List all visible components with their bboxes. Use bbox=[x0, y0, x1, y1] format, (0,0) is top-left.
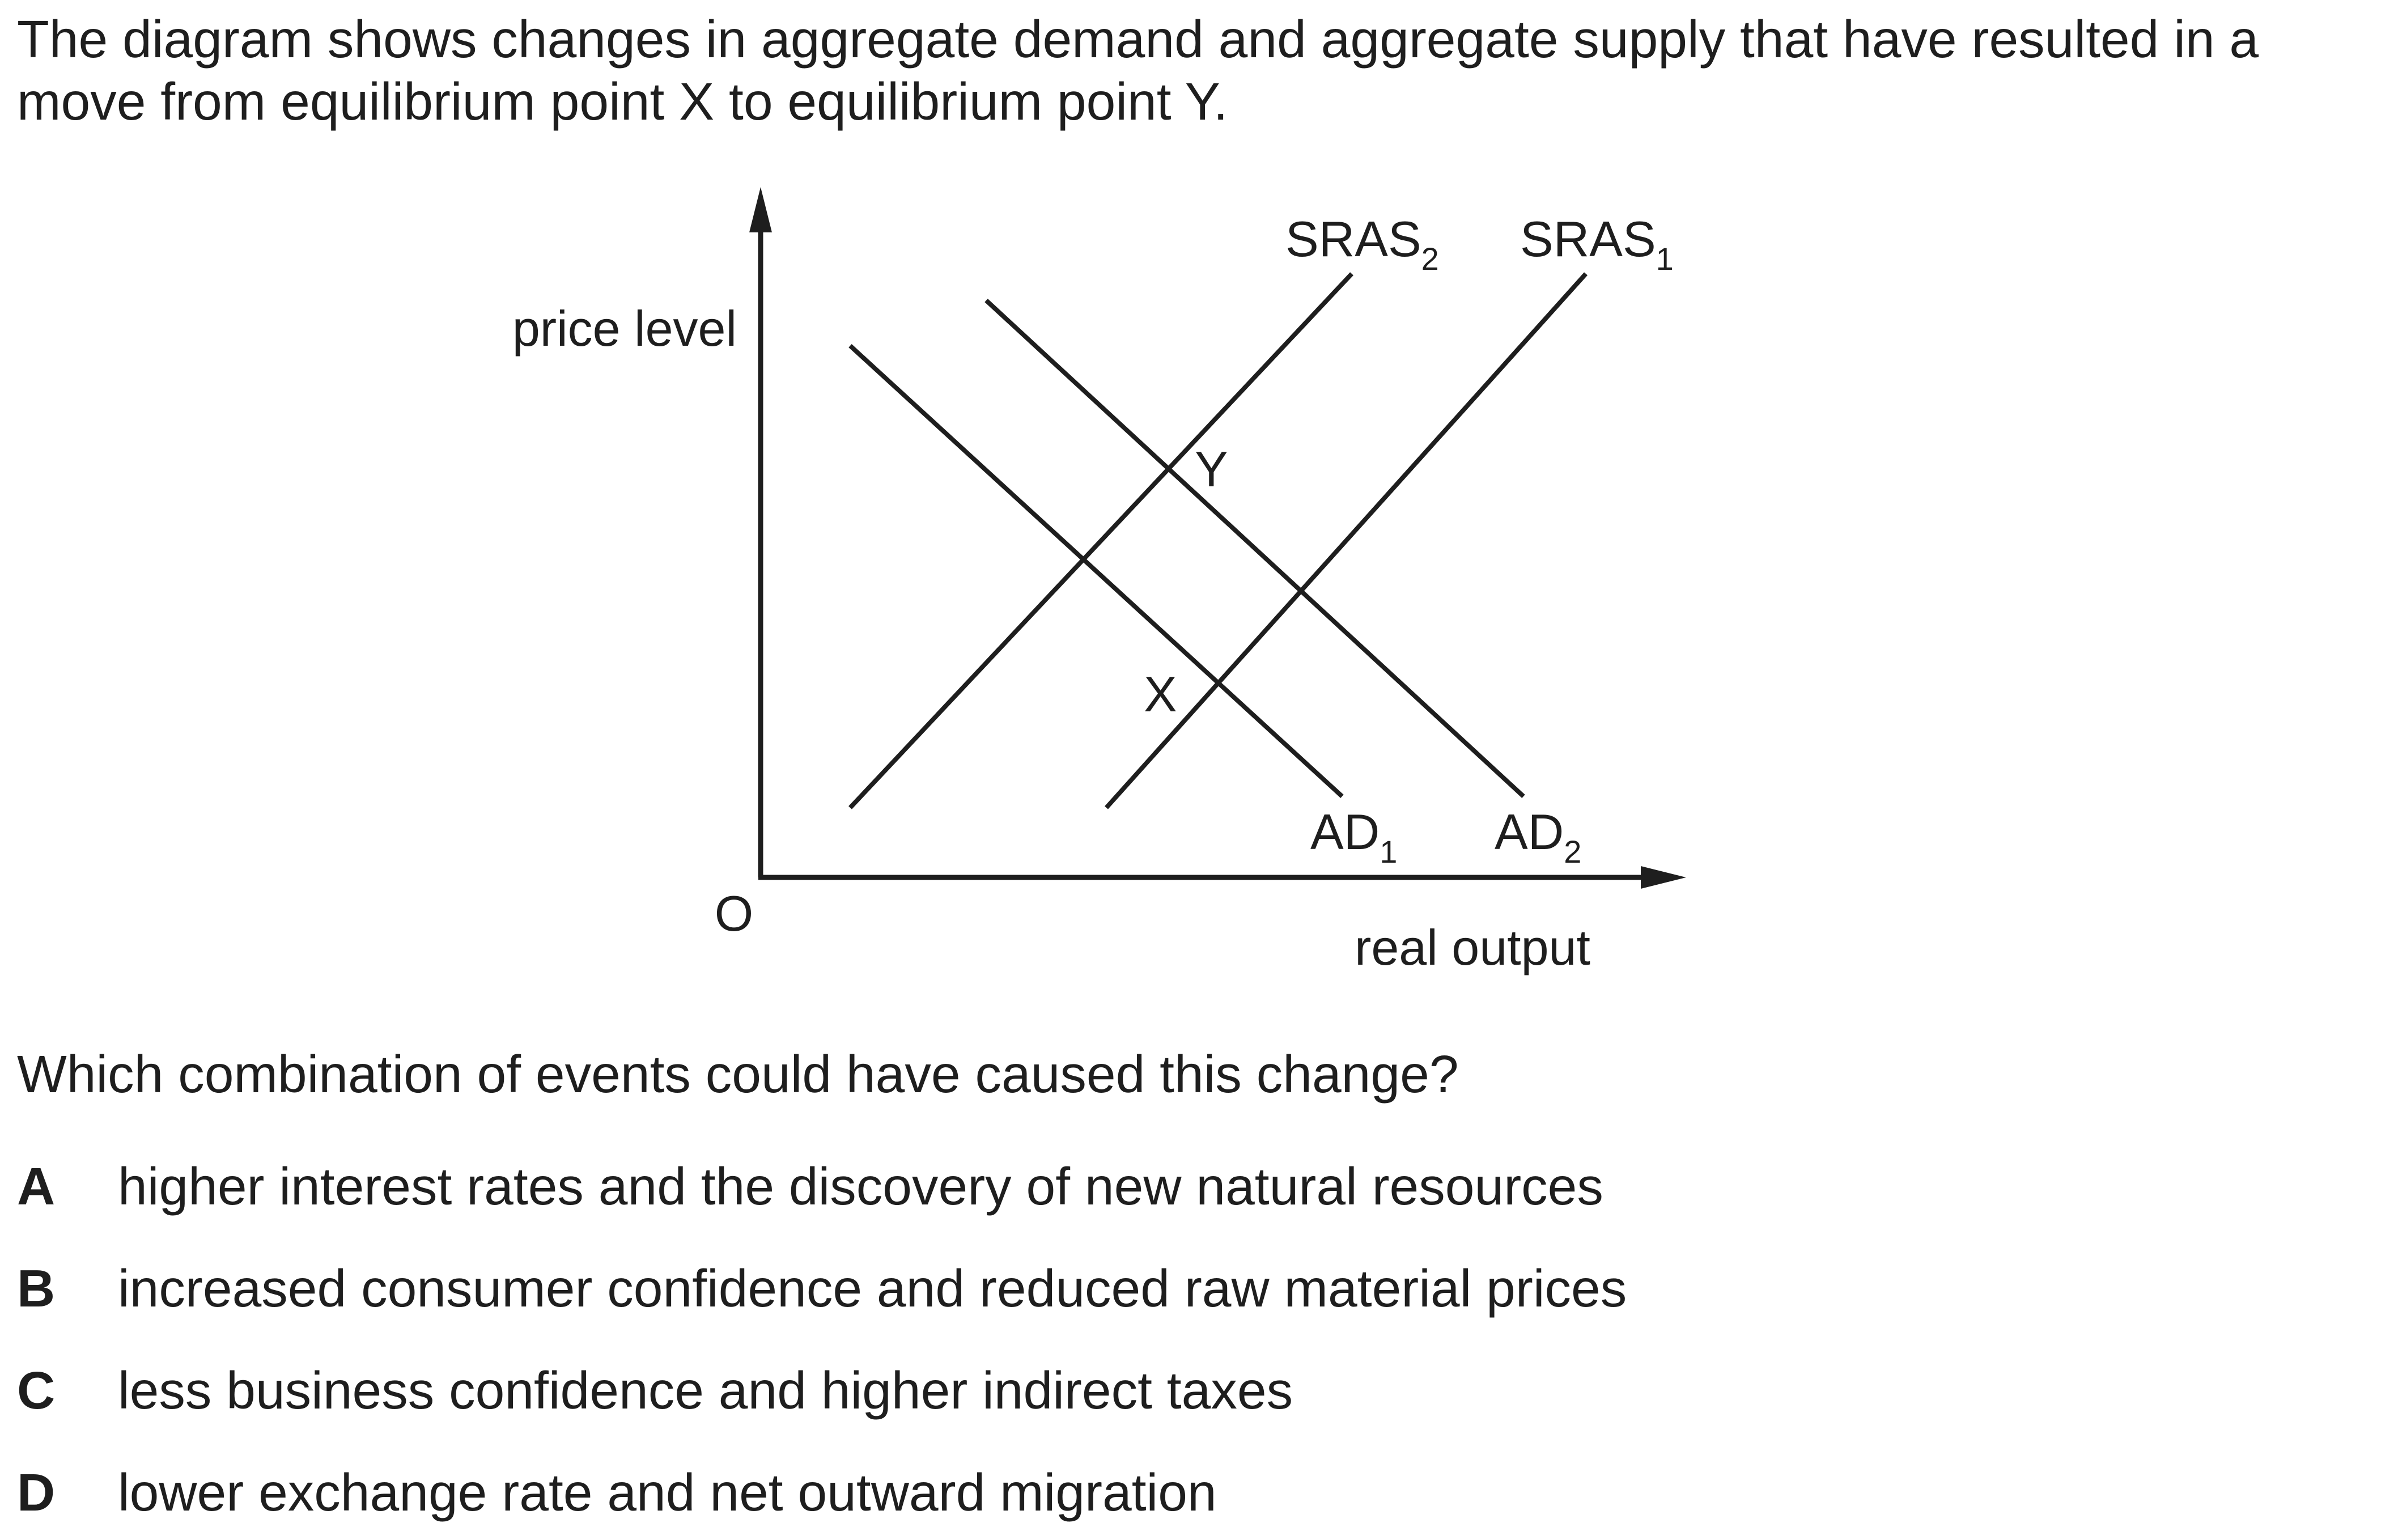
option-d-text: lower exchange rate and net outward migr… bbox=[118, 1463, 1217, 1522]
option-d-key: D bbox=[17, 1463, 56, 1522]
sras1-curve bbox=[1105, 272, 1588, 809]
ad1-label: AD1 bbox=[1310, 804, 1397, 869]
option-a: A higher interest rates and the discover… bbox=[17, 1155, 1603, 1217]
option-a-text: higher interest rates and the discovery … bbox=[118, 1157, 1603, 1216]
y-axis-label: price level bbox=[512, 300, 737, 357]
point-x-label: X bbox=[1144, 666, 1177, 722]
sras1-label-sub: 1 bbox=[1656, 241, 1674, 277]
intro-text: The diagram shows changes in aggregate d… bbox=[17, 10, 2259, 131]
option-b: B increased consumer confidence and redu… bbox=[17, 1257, 1627, 1320]
sras2-curve bbox=[848, 272, 1353, 809]
ad1-label-sub: 1 bbox=[1380, 834, 1397, 869]
option-b-key: B bbox=[17, 1259, 56, 1318]
ad2-label-sub: 2 bbox=[1564, 834, 1581, 869]
option-c-key: C bbox=[17, 1361, 56, 1420]
ad2-curve bbox=[984, 299, 1525, 798]
question-text: Which combination of events could have c… bbox=[17, 1045, 1459, 1104]
option-b-text: increased consumer confidence and reduce… bbox=[118, 1259, 1627, 1318]
option-a-key: A bbox=[17, 1157, 56, 1216]
option-c: C less business confidence and higher in… bbox=[17, 1359, 1293, 1422]
ad1-label-base: AD bbox=[1310, 804, 1380, 860]
sras1-label-base: SRAS bbox=[1520, 211, 1656, 267]
sras2-label: SRAS2 bbox=[1285, 211, 1439, 277]
ad2-label-base: AD bbox=[1495, 804, 1564, 860]
sras2-label-sub: 2 bbox=[1421, 241, 1439, 277]
ad2-label: AD2 bbox=[1495, 804, 1581, 869]
sras1-label: SRAS1 bbox=[1520, 211, 1674, 277]
x-axis-label: real output bbox=[1355, 919, 1590, 975]
origin-label: O bbox=[715, 885, 753, 941]
y-axis-arrow bbox=[749, 187, 772, 232]
ad1-curve bbox=[848, 344, 1344, 798]
option-c-text: less business confidence and higher indi… bbox=[118, 1361, 1293, 1420]
x-axis-arrow bbox=[1641, 866, 1686, 889]
option-d: D lower exchange rate and net outward mi… bbox=[17, 1461, 1217, 1524]
point-y-label: Y bbox=[1195, 441, 1228, 497]
sras2-label-base: SRAS bbox=[1285, 211, 1421, 267]
